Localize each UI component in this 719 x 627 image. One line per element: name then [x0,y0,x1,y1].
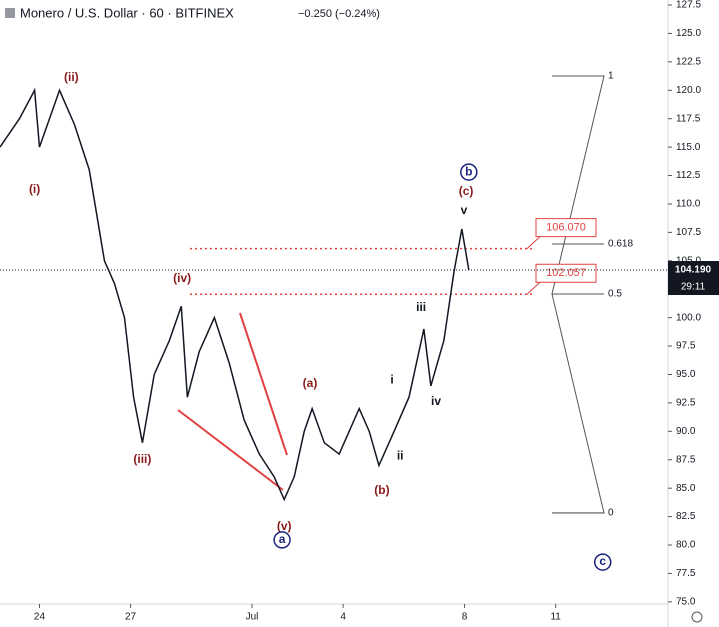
last-price-box [668,261,719,280]
y-tick-label: 110.0 [676,199,701,210]
wave-label: iv [431,394,441,408]
wave-circle [273,531,291,549]
wave-label: (iv) [173,271,191,285]
wave-label: ii [397,449,404,463]
y-tick-label: 75.0 [676,597,696,608]
wave-label: b [465,164,472,178]
y-tick-label: 82.5 [676,511,696,522]
settings-icon[interactable] [691,611,703,623]
target-label: 106.070 [546,222,586,234]
symbol: Monero / U.S. Dollar · 60 · BITFINEX [20,5,234,20]
trend-line [239,312,288,456]
countdown: 29:11 [681,282,706,293]
last-price-label: 104.190 [675,265,712,276]
x-tick-label: 27 [125,612,137,623]
wave-circle [460,163,478,181]
y-tick-label: 97.5 [676,341,696,352]
x-tick-label: 24 [34,612,46,623]
target-pointer [526,236,541,250]
wave-label: a [279,532,286,546]
fib-ratio: 0.5 [608,289,622,300]
target-box [535,263,597,283]
x-tick-label: 8 [462,612,468,623]
target-box [535,218,597,238]
y-tick-label: 120.0 [676,85,701,96]
y-tick-label: 117.5 [676,113,701,124]
wave-label: (v) [277,519,292,533]
y-tick-label: 85.0 [676,483,696,494]
y-tick-label: 95.0 [676,369,696,380]
wave-label: v [461,203,468,217]
symbol-icon [5,8,15,18]
x-tick-label: 11 [550,612,561,623]
wave-label: c [599,554,606,568]
fib-ratio: 0 [608,507,614,518]
wave-label: (i) [29,182,40,196]
y-tick-label: 107.5 [676,227,701,238]
wave-label: i [390,372,393,386]
y-tick-label: 115.0 [676,142,701,153]
wave-circle [593,553,612,571]
y-tick-label: 80.0 [676,540,696,551]
y-tick-label: 127.5 [676,0,701,11]
trend-line [177,409,284,491]
wave-label: (iii) [133,452,151,466]
change: −0.250 (−0.24%) [298,8,380,20]
y-tick-label: 125.0 [676,28,701,39]
wave-label: (a) [303,376,318,390]
x-tick-label: Jul [246,612,259,623]
target-pointer [526,281,541,295]
fib-ratio: 0.618 [608,239,633,250]
wave-label: (b) [374,483,389,497]
fib-ratio: 1 [608,71,614,82]
y-tick-label: 77.5 [676,568,696,579]
y-tick-label: 112.5 [676,170,701,181]
wave-label: (ii) [64,70,79,84]
y-tick-label: 105.0 [676,255,701,266]
x-tick-label: 4 [340,612,346,623]
target-label: 102.057 [546,267,586,279]
y-tick-label: 122.5 [676,56,701,67]
y-tick-label: 100.0 [676,312,701,323]
y-tick-label: 92.5 [676,398,696,409]
wave-label: iii [416,300,426,314]
countdown-box [668,279,719,296]
wave-label: (c) [459,184,474,198]
y-tick-label: 87.5 [676,454,696,465]
price-line [0,87,470,502]
y-tick-label: 90.0 [676,426,696,437]
